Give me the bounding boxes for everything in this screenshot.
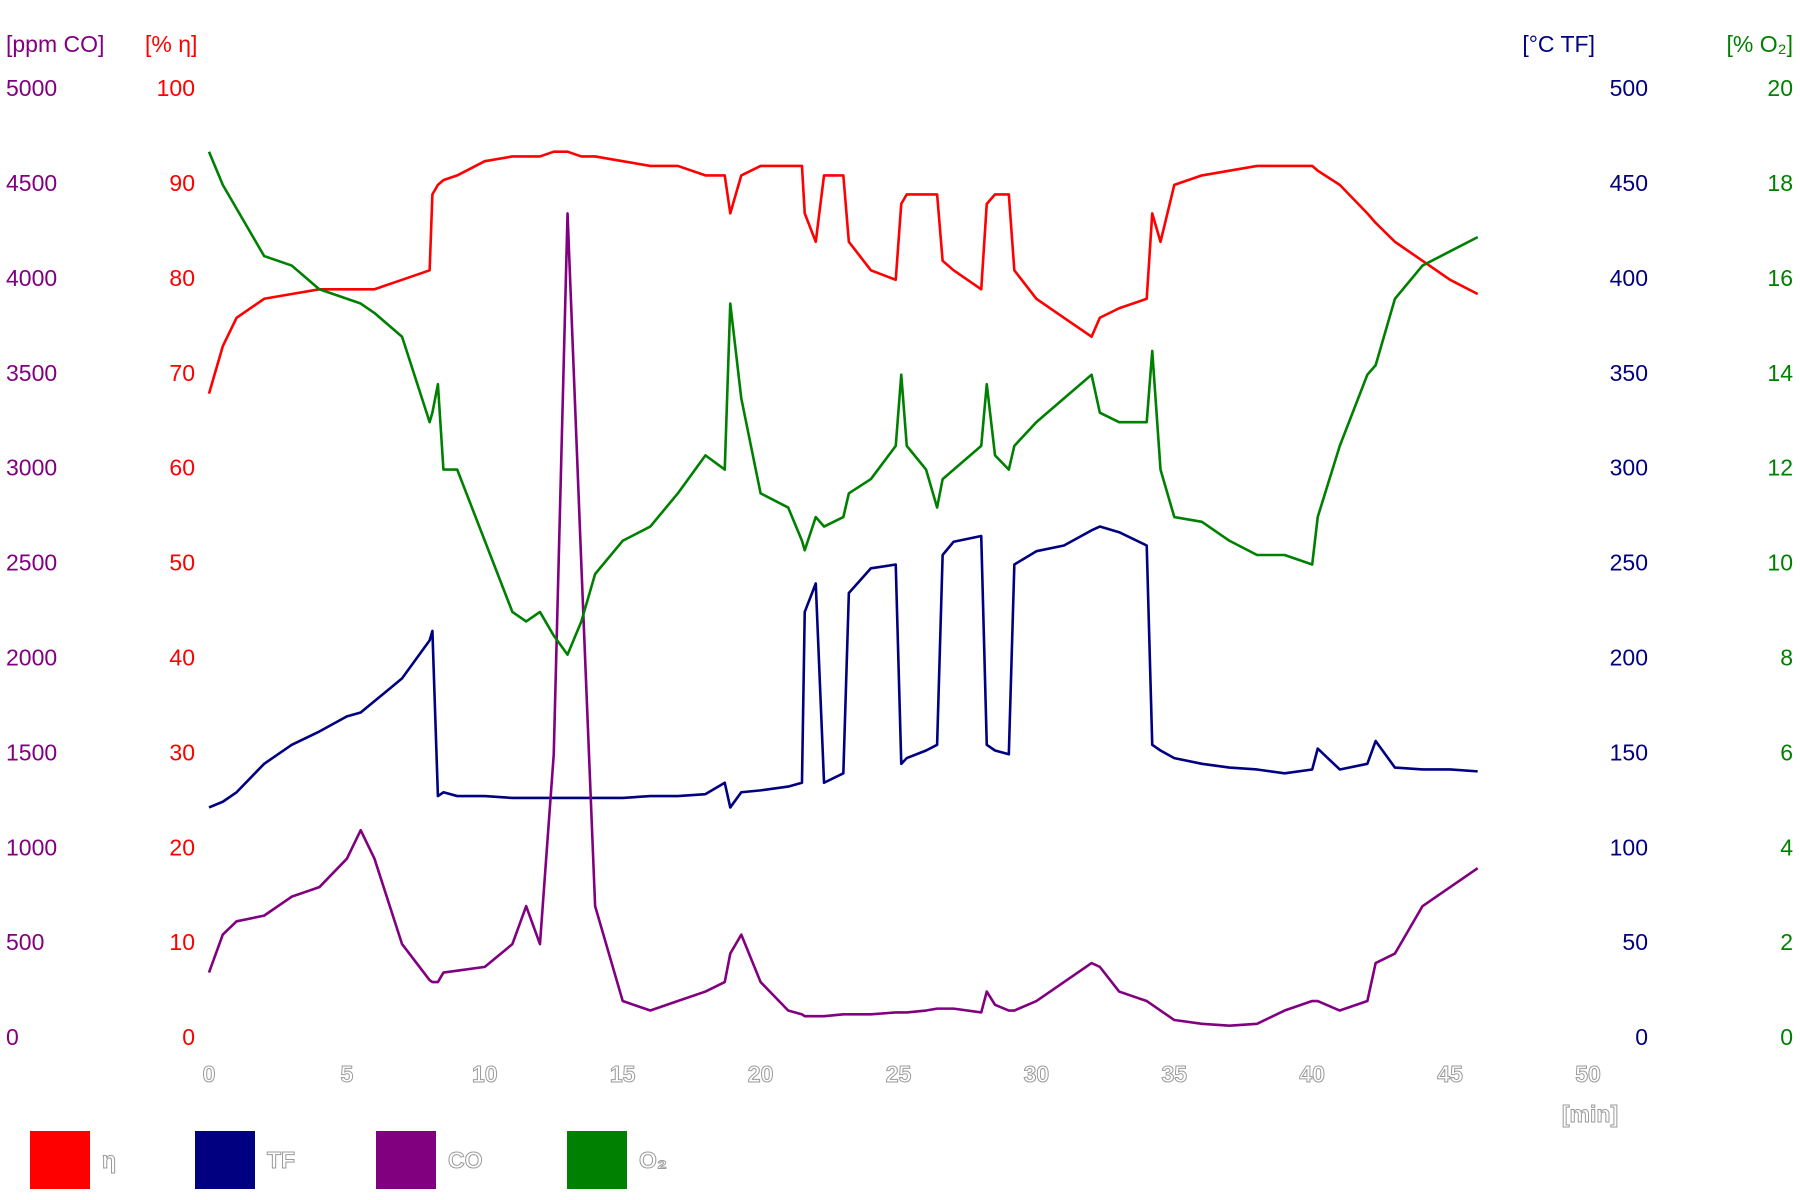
y-tick-label: 40 bbox=[169, 644, 195, 670]
y-tick-label: 500 bbox=[1610, 75, 1648, 101]
x-tick-label: 15 bbox=[610, 1061, 636, 1087]
x-tick-label: 45 bbox=[1437, 1061, 1463, 1087]
x-tick-label: 40 bbox=[1299, 1061, 1325, 1087]
y-tick-label: 0 bbox=[1780, 1024, 1793, 1050]
y-tick-label: 3500 bbox=[6, 360, 57, 386]
y-tick-label: 20 bbox=[1767, 75, 1793, 101]
x-tick-label: 5 bbox=[341, 1061, 354, 1087]
legend-swatch bbox=[567, 1131, 627, 1189]
y-axis-title: [°C TF] bbox=[1522, 31, 1595, 57]
legend-label: η bbox=[102, 1147, 116, 1173]
y-tick-label: 12 bbox=[1767, 455, 1793, 481]
y-axis-title: [% O₂] bbox=[1727, 31, 1793, 57]
y-tick-label: 2000 bbox=[6, 644, 57, 670]
x-tick-label: 50 bbox=[1575, 1061, 1601, 1087]
series-line bbox=[207, 212, 1479, 1028]
y-tick-label: 16 bbox=[1767, 265, 1793, 291]
series-line bbox=[207, 151, 1479, 656]
y-tick-label: 5000 bbox=[6, 75, 57, 101]
y-tick-label: 6 bbox=[1780, 739, 1793, 765]
legend-swatch bbox=[30, 1131, 90, 1189]
y-axis-title: [% η] bbox=[145, 31, 197, 57]
legend-swatch bbox=[195, 1131, 255, 1189]
y-tick-label: 60 bbox=[169, 455, 195, 481]
y-tick-label: 350 bbox=[1610, 360, 1648, 386]
legend-label: TF bbox=[267, 1147, 295, 1173]
y-tick-label: 450 bbox=[1610, 170, 1648, 196]
legend-swatch bbox=[376, 1131, 436, 1189]
y-axis-title: [ppm CO] bbox=[6, 31, 104, 57]
y-tick-label: 100 bbox=[157, 75, 195, 101]
y-tick-label: 0 bbox=[182, 1024, 195, 1050]
y-tick-label: 0 bbox=[6, 1024, 19, 1050]
x-tick-label: 25 bbox=[886, 1061, 912, 1087]
x-axis-label: [min] bbox=[1562, 1101, 1618, 1127]
y-tick-label: 250 bbox=[1610, 550, 1648, 576]
y-tick-label: 400 bbox=[1610, 265, 1648, 291]
y-tick-label: 3000 bbox=[6, 455, 57, 481]
y-tick-label: 80 bbox=[169, 265, 195, 291]
y-tick-label: 50 bbox=[1622, 929, 1648, 955]
y-tick-label: 10 bbox=[1767, 550, 1793, 576]
y-tick-label: 50 bbox=[169, 550, 195, 576]
y-tick-label: 14 bbox=[1767, 360, 1793, 386]
y-tick-label: 100 bbox=[1610, 834, 1648, 860]
series-line bbox=[207, 150, 1479, 395]
x-tick-label: 0 bbox=[203, 1061, 216, 1087]
y-tick-label: 90 bbox=[169, 170, 195, 196]
x-tick-label: 10 bbox=[472, 1061, 498, 1087]
y-tick-label: 2500 bbox=[6, 550, 57, 576]
y-tick-label: 4500 bbox=[6, 170, 57, 196]
legend-label: O₂ bbox=[639, 1147, 667, 1173]
y-tick-label: 0 bbox=[1635, 1024, 1648, 1050]
y-tick-label: 1000 bbox=[6, 834, 57, 860]
y-tick-label: 70 bbox=[169, 360, 195, 386]
y-tick-label: 30 bbox=[169, 739, 195, 765]
y-tick-label: 4 bbox=[1780, 834, 1793, 860]
y-tick-label: 18 bbox=[1767, 170, 1793, 196]
series-line bbox=[208, 525, 1478, 809]
legend-label: CO bbox=[448, 1147, 483, 1173]
y-tick-label: 1500 bbox=[6, 739, 57, 765]
y-tick-label: 500 bbox=[6, 929, 44, 955]
x-tick-label: 35 bbox=[1162, 1061, 1188, 1087]
y-tick-label: 200 bbox=[1610, 644, 1648, 670]
y-tick-label: 20 bbox=[169, 834, 195, 860]
y-tick-label: 150 bbox=[1610, 739, 1648, 765]
y-tick-label: 8 bbox=[1780, 644, 1793, 670]
y-tick-label: 4000 bbox=[6, 265, 57, 291]
x-tick-label: 30 bbox=[1024, 1061, 1050, 1087]
y-tick-label: 10 bbox=[169, 929, 195, 955]
x-tick-label: 20 bbox=[748, 1061, 774, 1087]
y-tick-label: 2 bbox=[1780, 929, 1793, 955]
y-tick-label: 300 bbox=[1610, 455, 1648, 481]
